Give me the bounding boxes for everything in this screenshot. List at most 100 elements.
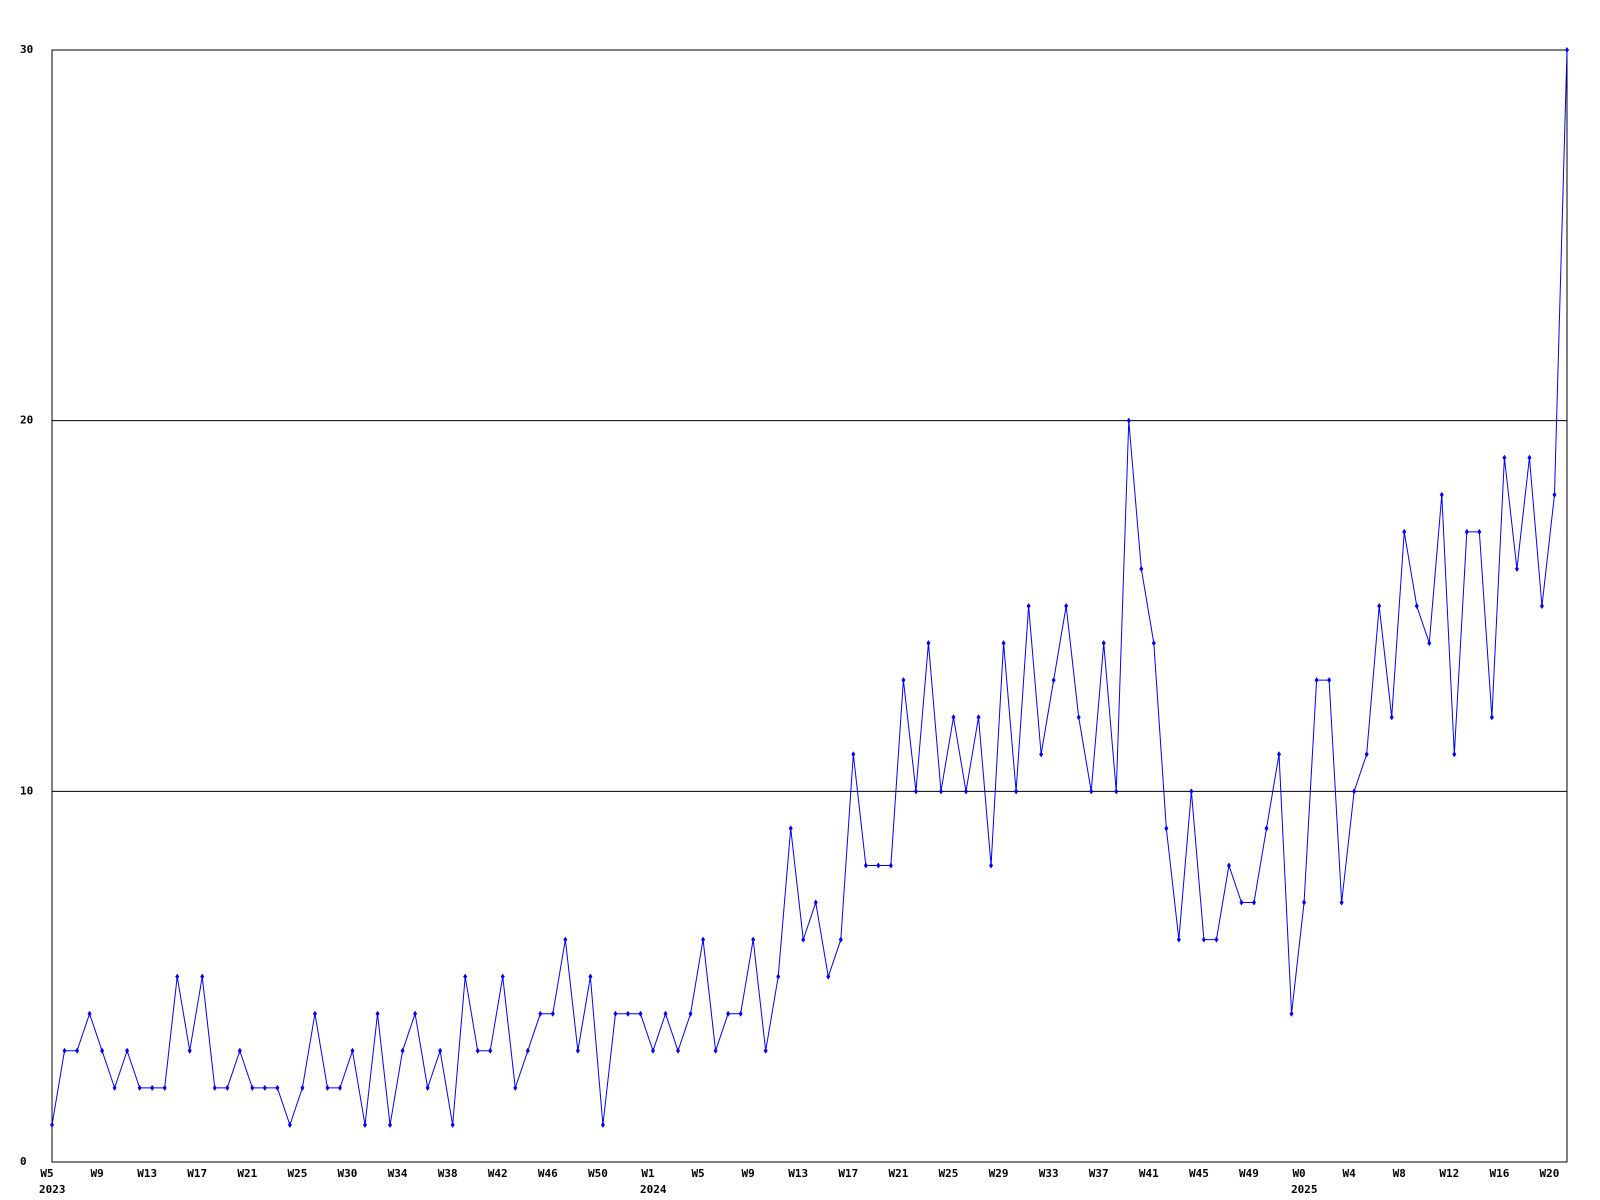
data-point bbox=[701, 936, 706, 943]
data-point bbox=[87, 1010, 92, 1017]
data-point bbox=[400, 1047, 405, 1054]
y-tick-label: 0 bbox=[20, 1155, 27, 1168]
data-point bbox=[162, 1084, 167, 1091]
data-point bbox=[262, 1084, 267, 1091]
x-tick-label: W17 bbox=[838, 1167, 858, 1180]
data-point bbox=[938, 788, 943, 795]
data-point bbox=[1051, 677, 1056, 684]
data-point bbox=[50, 1121, 54, 1128]
data-point bbox=[1001, 640, 1006, 647]
x-tick-label: W17 bbox=[187, 1167, 207, 1180]
data-point bbox=[450, 1121, 455, 1128]
x-tick-label: W29 bbox=[989, 1167, 1009, 1180]
data-point bbox=[75, 1047, 80, 1054]
x-tick-label: W5 bbox=[691, 1167, 704, 1180]
data-point bbox=[250, 1084, 255, 1091]
x-tick-label: W8 bbox=[1393, 1167, 1406, 1180]
data-point bbox=[475, 1047, 480, 1054]
x-tick-label: W50 bbox=[588, 1167, 608, 1180]
data-point bbox=[1477, 528, 1482, 535]
data-point bbox=[1251, 899, 1256, 906]
x-tick-label: W13 bbox=[137, 1167, 157, 1180]
x-tick-label: W49 bbox=[1239, 1167, 1259, 1180]
data-point bbox=[1089, 788, 1094, 795]
x-tick-label: W4 bbox=[1343, 1167, 1357, 1180]
x-tick-label: W12 bbox=[1439, 1167, 1459, 1180]
x-tick-label: W30 bbox=[338, 1167, 358, 1180]
data-point bbox=[1277, 751, 1282, 758]
data-point bbox=[1239, 899, 1244, 906]
data-point bbox=[1101, 640, 1106, 647]
x-tick-label: W0 bbox=[1292, 1167, 1305, 1180]
data-point bbox=[1352, 788, 1357, 795]
x-tick-label: W25 bbox=[939, 1167, 959, 1180]
data-point bbox=[625, 1010, 630, 1017]
plot-frame bbox=[51, 49, 1568, 1163]
x-tick-label: W16 bbox=[1489, 1167, 1509, 1180]
series-line bbox=[51, 49, 1568, 1127]
x-year-label: 2023 bbox=[39, 1183, 66, 1196]
data-point bbox=[575, 1047, 580, 1054]
data-point bbox=[1339, 899, 1344, 906]
data-point bbox=[1377, 603, 1382, 609]
data-point bbox=[225, 1084, 230, 1091]
data-point bbox=[413, 1010, 418, 1017]
data-point bbox=[1164, 825, 1169, 832]
data-point bbox=[851, 751, 856, 758]
data-point bbox=[1064, 603, 1069, 609]
data-point bbox=[1076, 714, 1081, 721]
data-point bbox=[863, 862, 868, 869]
y-tick-label: 20 bbox=[20, 414, 33, 427]
data-point bbox=[1151, 640, 1156, 647]
data-point bbox=[638, 1010, 643, 1017]
data-point bbox=[200, 973, 205, 980]
data-point bbox=[826, 973, 831, 980]
data-point bbox=[1464, 528, 1469, 535]
data-point bbox=[325, 1084, 330, 1091]
data-point bbox=[62, 1047, 67, 1054]
data-point bbox=[175, 973, 180, 980]
data-point bbox=[550, 1010, 555, 1017]
data-point bbox=[112, 1084, 117, 1091]
data-point bbox=[563, 936, 568, 943]
data-point bbox=[513, 1084, 518, 1091]
data-point bbox=[538, 1010, 543, 1017]
x-tick-label: W25 bbox=[287, 1167, 307, 1180]
data-point bbox=[964, 788, 969, 795]
data-point bbox=[1502, 454, 1507, 461]
x-tick-label: W20 bbox=[1540, 1167, 1560, 1180]
data-point bbox=[1327, 677, 1332, 684]
x-year-label: 2025 bbox=[1291, 1183, 1318, 1196]
data-point bbox=[1552, 491, 1557, 498]
data-point bbox=[1539, 603, 1544, 609]
data-point bbox=[488, 1047, 493, 1054]
x-tick-label: W13 bbox=[788, 1167, 808, 1180]
data-point bbox=[425, 1084, 430, 1091]
data-point bbox=[300, 1084, 305, 1091]
data-point bbox=[100, 1047, 105, 1054]
data-point bbox=[388, 1121, 393, 1128]
data-point bbox=[337, 1084, 342, 1091]
x-tick-label: W37 bbox=[1089, 1167, 1109, 1180]
data-point bbox=[613, 1010, 618, 1017]
data-point bbox=[901, 677, 906, 684]
data-point bbox=[1389, 714, 1394, 721]
data-point bbox=[1289, 1010, 1294, 1017]
x-tick-label: W33 bbox=[1039, 1167, 1059, 1180]
data-point bbox=[500, 973, 505, 980]
data-point bbox=[1176, 936, 1181, 943]
x-tick-label: W42 bbox=[488, 1167, 508, 1180]
data-point bbox=[350, 1047, 355, 1054]
data-point bbox=[600, 1121, 605, 1128]
data-point bbox=[951, 714, 956, 721]
data-point bbox=[1364, 751, 1369, 758]
data-point bbox=[751, 936, 756, 943]
data-point bbox=[1189, 788, 1194, 795]
x-tick-label: W21 bbox=[888, 1167, 908, 1180]
data-point bbox=[1527, 454, 1532, 461]
data-point bbox=[375, 1010, 380, 1017]
data-point bbox=[1114, 788, 1119, 795]
data-point bbox=[926, 640, 931, 647]
